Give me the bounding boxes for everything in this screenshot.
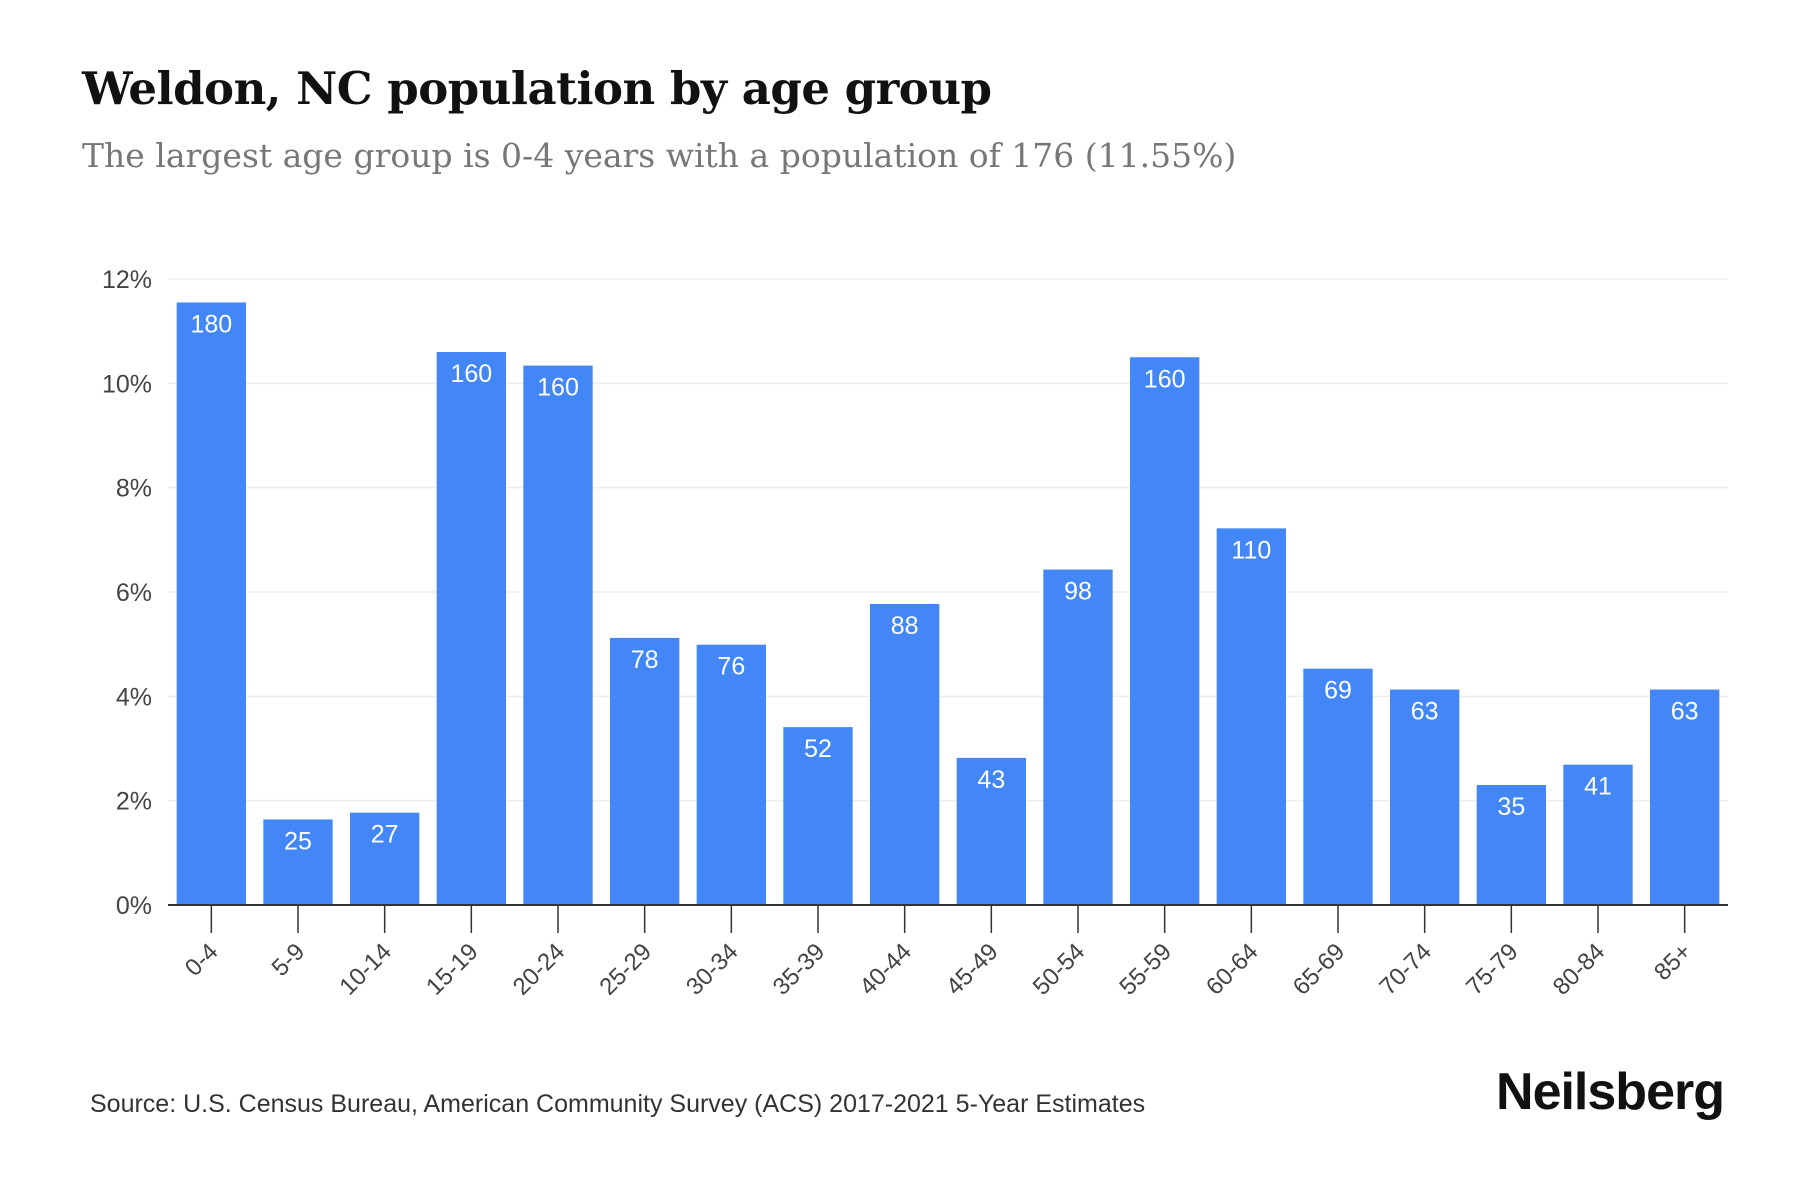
bar xyxy=(1390,689,1460,905)
chart-title: Weldon, NC population by age group xyxy=(82,62,992,115)
bar xyxy=(870,603,940,905)
bar-value-label: 98 xyxy=(1064,578,1092,606)
bar xyxy=(1303,668,1373,905)
bar xyxy=(1476,785,1546,905)
x-tick-label: 75-79 xyxy=(1461,938,1524,1001)
bar xyxy=(523,365,593,905)
bar xyxy=(1650,689,1720,905)
x-tick-label: 85+ xyxy=(1649,938,1697,986)
source-note: Source: U.S. Census Bureau, American Com… xyxy=(90,1090,1146,1118)
bar-value-label: 76 xyxy=(717,653,745,681)
bar-chart: 0% 2% 4% 6% 8% 10% 12% 180 25 27 160 160 78 76 52 88 43… xyxy=(102,266,1728,1001)
x-tick-label: 10-14 xyxy=(334,938,397,1001)
bar-value-label: 27 xyxy=(371,821,399,849)
bar xyxy=(1130,357,1200,905)
y-tick-label: 0% xyxy=(116,892,152,920)
bar-value-labels: 180 25 27 160 160 78 76 52 88 43 98 160 110 69 63 35 41 6… xyxy=(190,310,1698,855)
bar xyxy=(350,812,420,905)
y-tick-label: 2% xyxy=(116,788,152,816)
bar-value-label: 78 xyxy=(631,646,659,674)
bar-value-label: 25 xyxy=(284,827,312,855)
bar xyxy=(1563,764,1633,905)
bar-value-label: 52 xyxy=(804,735,832,763)
bar-value-label: 160 xyxy=(537,374,579,402)
bar-value-label: 41 xyxy=(1584,773,1612,801)
x-tick-label: 0-4 xyxy=(180,938,224,982)
bar xyxy=(1043,569,1113,905)
x-tick-label: 60-64 xyxy=(1201,938,1264,1001)
y-axis-ticks: 0% 2% 4% 6% 8% 10% 12% xyxy=(102,266,152,920)
x-tick-label: 35-39 xyxy=(768,938,831,1001)
bar xyxy=(696,644,766,905)
x-tick-label: 80-84 xyxy=(1548,938,1611,1001)
y-tick-label: 6% xyxy=(116,579,152,607)
chart-subtitle: The largest age group is 0-4 years with … xyxy=(82,136,1237,175)
bar xyxy=(263,819,333,905)
y-tick-label: 4% xyxy=(116,683,152,711)
x-tick-label: 30-34 xyxy=(681,938,744,1001)
x-tick-label: 55-59 xyxy=(1114,938,1177,1001)
bar-value-label: 63 xyxy=(1671,698,1699,726)
bars xyxy=(176,302,1720,906)
bar-value-label: 63 xyxy=(1411,698,1439,726)
x-tick-label: 45-49 xyxy=(941,938,1004,1001)
x-axis-ticks: 0-4 5-9 10-14 15-19 20-24 25-29 30-34 35-39 40-4… xyxy=(180,905,1697,1001)
bar xyxy=(176,302,246,906)
x-tick-label: 70-74 xyxy=(1374,938,1437,1001)
x-tick-label: 5-9 xyxy=(267,938,311,982)
bar-value-label: 160 xyxy=(450,360,492,388)
bar-value-label: 110 xyxy=(1231,536,1271,564)
x-tick-label: 65-69 xyxy=(1288,938,1351,1001)
bar-value-label: 180 xyxy=(190,310,232,338)
bar-value-label: 160 xyxy=(1144,365,1186,393)
gridlines xyxy=(168,278,1728,802)
bar xyxy=(783,727,853,905)
x-tick-label: 40-44 xyxy=(854,938,917,1001)
bar-value-label: 43 xyxy=(977,766,1005,794)
bar xyxy=(610,637,680,905)
bar-value-label: 88 xyxy=(891,612,919,640)
x-tick-label: 50-54 xyxy=(1028,938,1091,1001)
x-tick-label: 15-19 xyxy=(421,938,484,1001)
bar-value-label: 69 xyxy=(1324,677,1352,705)
y-tick-label: 8% xyxy=(116,475,152,503)
bar xyxy=(1216,528,1286,905)
y-tick-label: 12% xyxy=(102,266,152,294)
x-tick-label: 20-24 xyxy=(508,938,571,1001)
bar-value-label: 35 xyxy=(1497,793,1525,821)
neilsberg-logo: Neilsberg xyxy=(1496,1063,1725,1121)
bar xyxy=(436,352,506,905)
bar xyxy=(956,757,1026,905)
x-tick-label: 25-29 xyxy=(594,938,657,1001)
y-tick-label: 10% xyxy=(102,370,152,398)
